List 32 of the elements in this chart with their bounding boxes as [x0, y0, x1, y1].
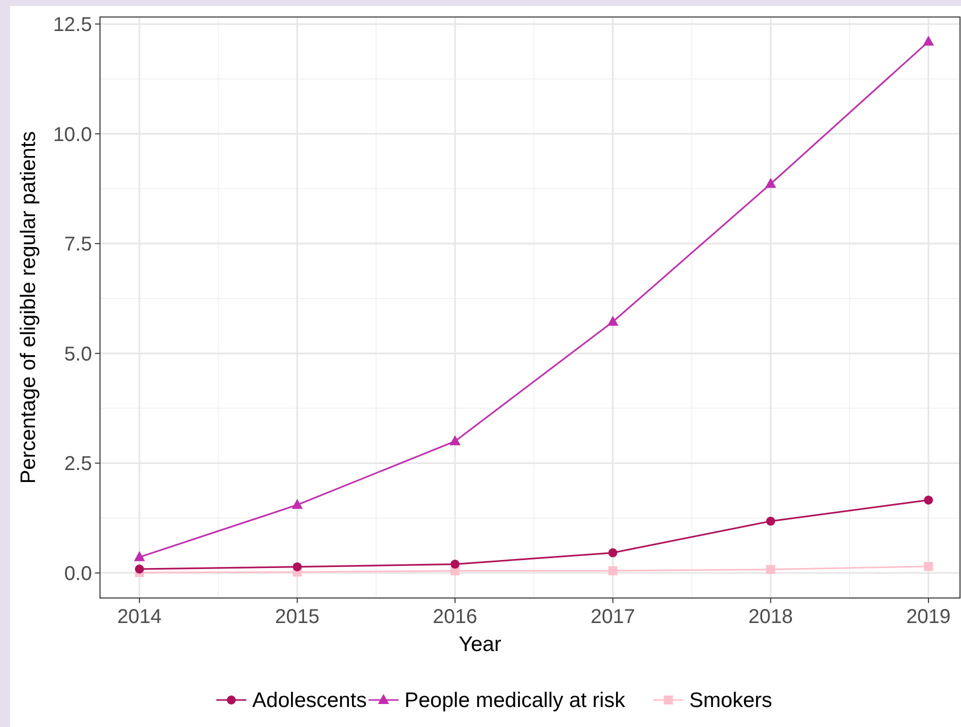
y-tick-label: 7.5 — [64, 234, 92, 256]
x-tick-label: 2019 — [906, 606, 951, 628]
y-tick-label: 12.5 — [53, 14, 92, 36]
x-tick-label: 2016 — [432, 606, 478, 628]
point — [608, 566, 618, 576]
x-tick-label: 2014 — [117, 606, 162, 628]
point — [607, 316, 618, 326]
y-tick-label: 2.5 — [64, 453, 92, 476]
point — [765, 178, 776, 188]
y-tick-label: 5.0 — [64, 343, 92, 366]
point — [450, 435, 461, 446]
point — [292, 562, 302, 572]
point — [608, 548, 618, 558]
legend-label: Smokers — [689, 689, 772, 712]
point — [134, 551, 145, 562]
point — [922, 36, 934, 46]
legend-label: Adolescents — [252, 689, 367, 712]
y-axis-title: Percentage of eligible regular patients — [17, 131, 40, 484]
point — [292, 498, 303, 509]
x-tick-label: 2017 — [590, 606, 636, 628]
legend-label: People medically at risk — [404, 689, 626, 712]
point — [766, 564, 776, 574]
x-axis-title: Year — [458, 633, 502, 656]
point — [924, 496, 933, 505]
y-tick-label: 0.0 — [64, 562, 92, 585]
point — [450, 560, 460, 569]
point — [924, 562, 933, 571]
y-tick-label: 10.0 — [53, 124, 92, 146]
x-tick-label: 2015 — [275, 606, 320, 628]
point — [766, 516, 776, 526]
x-tick-label: 2018 — [748, 606, 793, 628]
point — [134, 564, 144, 574]
